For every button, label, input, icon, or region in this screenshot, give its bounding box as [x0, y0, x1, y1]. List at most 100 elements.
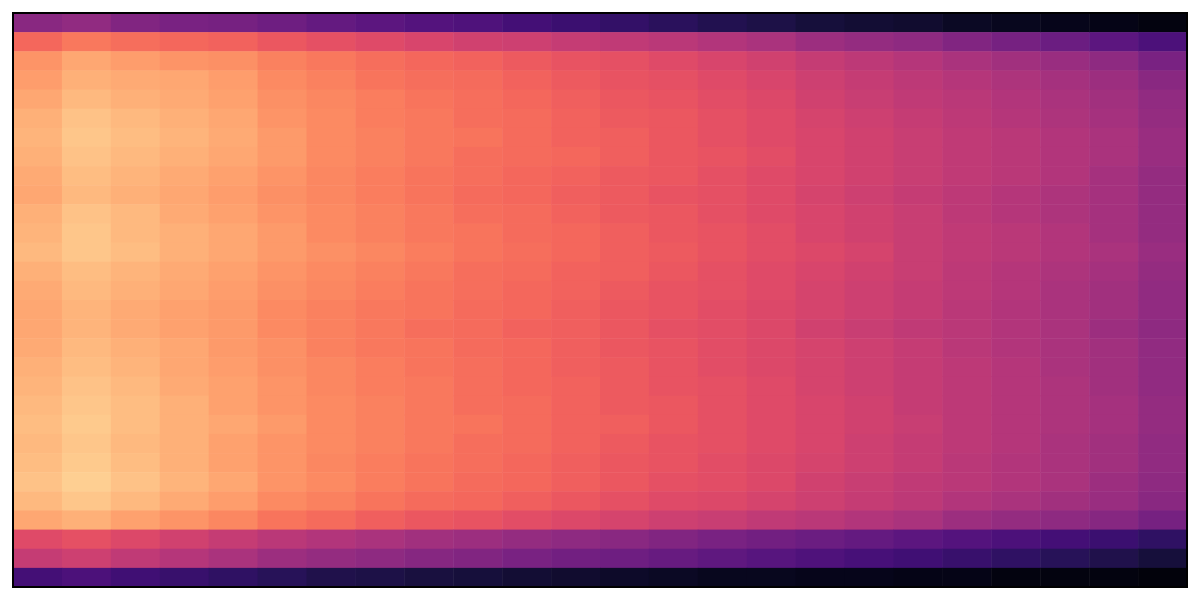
heatmap-cell	[1138, 491, 1187, 511]
heatmap-cell	[796, 377, 845, 397]
heatmap-cell	[649, 70, 698, 90]
heatmap-cell	[209, 415, 258, 435]
heatmap-cell	[1089, 357, 1138, 377]
heatmap-cell	[209, 128, 258, 148]
heatmap-cell	[307, 396, 356, 416]
heatmap-cell	[796, 415, 845, 435]
heatmap-cell	[845, 453, 894, 473]
heatmap-cell	[62, 223, 111, 243]
heatmap-cell	[453, 338, 502, 358]
heatmap-cell	[258, 549, 307, 569]
heatmap-cell	[13, 472, 62, 492]
heatmap-cell	[991, 338, 1040, 358]
heatmap-cell	[894, 70, 943, 90]
heatmap-cell	[453, 453, 502, 473]
heatmap-cell	[453, 223, 502, 243]
heatmap-cell	[404, 262, 453, 282]
heatmap-cell	[1040, 281, 1089, 301]
heatmap-cell	[1040, 185, 1089, 205]
heatmap-cell	[1089, 453, 1138, 473]
heatmap-cell	[600, 281, 649, 301]
heatmap-cell	[845, 300, 894, 320]
heatmap-cell	[600, 491, 649, 511]
heatmap-cell	[502, 319, 551, 339]
heatmap-cell	[991, 472, 1040, 492]
heatmap-cell	[845, 70, 894, 90]
heatmap-cell	[111, 90, 160, 110]
heatmap-cell	[747, 243, 796, 263]
heatmap-cell	[698, 491, 747, 511]
heatmap-cell	[258, 357, 307, 377]
heatmap-cell	[62, 90, 111, 110]
heatmap-cell	[747, 281, 796, 301]
heatmap-cell	[453, 128, 502, 148]
heatmap-cell	[404, 90, 453, 110]
heatmap-cell	[747, 185, 796, 205]
heatmap-cell	[13, 415, 62, 435]
heatmap-cell	[845, 568, 894, 587]
heatmap-cell	[13, 568, 62, 587]
heatmap-cell	[1138, 128, 1187, 148]
heatmap-cell	[796, 185, 845, 205]
heatmap-cell	[1089, 70, 1138, 90]
heatmap-cell	[894, 453, 943, 473]
heatmap-cell	[1089, 32, 1138, 52]
heatmap-cell	[894, 568, 943, 587]
heatmap-cell	[845, 223, 894, 243]
heatmap-cell	[894, 13, 943, 33]
heatmap-cell	[796, 90, 845, 110]
heatmap-cell	[747, 510, 796, 530]
heatmap-cell	[1138, 223, 1187, 243]
heatmap-cell	[796, 472, 845, 492]
heatmap-cell	[649, 453, 698, 473]
heatmap-cell	[600, 147, 649, 167]
heatmap-cell	[502, 262, 551, 282]
heatmap-cell	[502, 491, 551, 511]
heatmap-cell	[845, 204, 894, 224]
heatmap-cell	[307, 70, 356, 90]
heatmap-cell	[1089, 530, 1138, 550]
heatmap-cell	[1089, 510, 1138, 530]
heatmap-cell	[942, 530, 991, 550]
heatmap-cell	[307, 223, 356, 243]
heatmap-cell	[1138, 530, 1187, 550]
heatmap-cell	[209, 510, 258, 530]
heatmap-cell	[942, 453, 991, 473]
heatmap-cell	[894, 32, 943, 52]
heatmap-cell	[1089, 51, 1138, 71]
heatmap-cell	[1138, 453, 1187, 473]
heatmap-cell	[502, 109, 551, 129]
heatmap-cell	[111, 51, 160, 71]
heatmap-cell	[453, 13, 502, 33]
heatmap-cell	[551, 434, 600, 454]
heatmap-cell	[453, 568, 502, 587]
heatmap-cell	[355, 128, 404, 148]
heatmap-cell	[649, 396, 698, 416]
heatmap-cell	[649, 51, 698, 71]
heatmap-cell	[209, 13, 258, 33]
heatmap-cell	[258, 568, 307, 587]
heatmap-cell	[502, 396, 551, 416]
plot-frame	[13, 13, 1187, 587]
heatmap-cell	[551, 300, 600, 320]
heatmap-cell	[258, 281, 307, 301]
heatmap-cell	[502, 338, 551, 358]
heatmap-cell	[649, 472, 698, 492]
heatmap-cell	[551, 453, 600, 473]
heatmap-cell	[502, 70, 551, 90]
heatmap-cell	[258, 472, 307, 492]
heatmap-cell	[1138, 357, 1187, 377]
heatmap-cell	[600, 166, 649, 186]
heatmap-cell	[111, 223, 160, 243]
heatmap-cell	[62, 319, 111, 339]
heatmap-cell	[991, 51, 1040, 71]
heatmap-cell	[991, 415, 1040, 435]
heatmap-cell	[13, 453, 62, 473]
heatmap-cell	[698, 128, 747, 148]
heatmap-cell	[404, 243, 453, 263]
heatmap-cell	[1089, 90, 1138, 110]
heatmap-cell	[453, 90, 502, 110]
heatmap-cell	[404, 510, 453, 530]
heatmap-cell	[307, 415, 356, 435]
heatmap-cell	[13, 223, 62, 243]
